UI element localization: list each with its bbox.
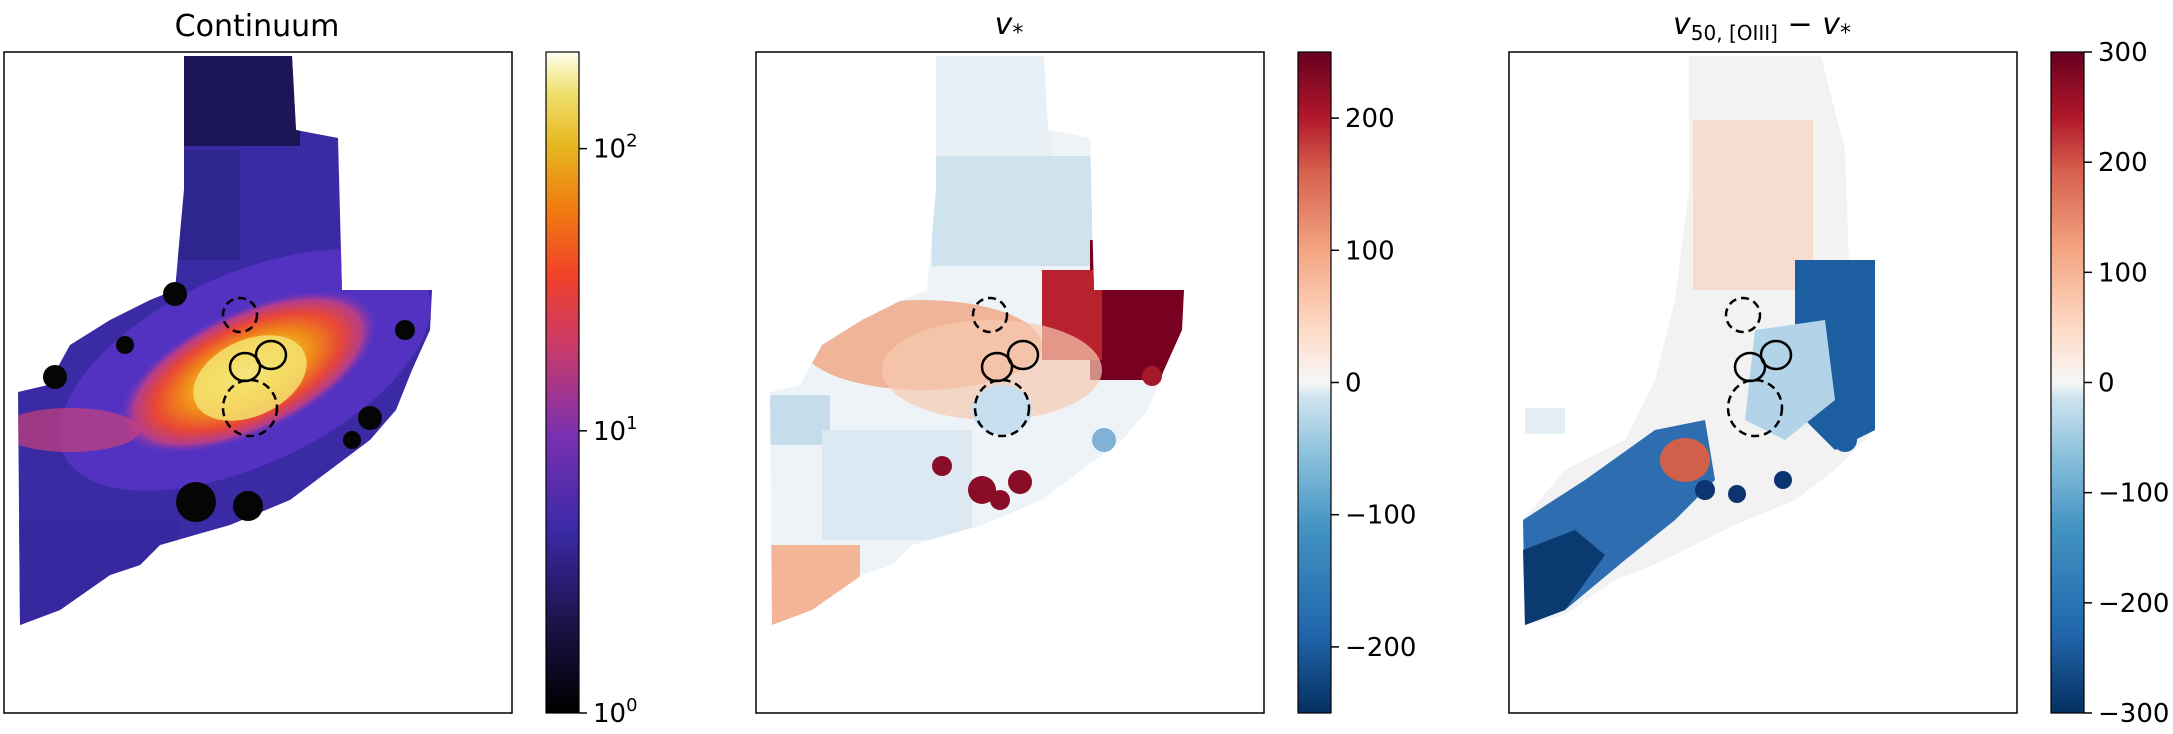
axes-frame-continuum (3, 51, 513, 714)
marker-dashed-large (221, 378, 279, 438)
colorbar-tick-label: 0 (2098, 369, 2115, 399)
marker-dashed-small (1724, 296, 1762, 334)
marker-solid (1759, 339, 1793, 371)
colorbar-tick-label: 100 (593, 695, 638, 729)
colorbar-tick-label: 200 (1345, 104, 1395, 134)
panel-title-continuum: Continuum (175, 9, 340, 44)
marker-dashed-large (1726, 378, 1784, 438)
panel-continuum: Continuum (3, 9, 638, 729)
vstar-markers (971, 296, 1040, 438)
colorbar-tick-label: 101 (593, 413, 638, 447)
v50-map (1523, 56, 1875, 625)
colorbar-tick-label: 100 (2098, 258, 2148, 288)
colorbar-ticks-continuum: 100 101 102 (579, 131, 638, 729)
colorbar-ticks-vstar: 200 100 0 −100 −200 (1331, 104, 1416, 663)
axes-frame-vstar (755, 51, 1265, 714)
colorbar-tick-label: 200 (2098, 148, 2148, 178)
panel-title-v50-minus-vstar: v50, [OIII] − v* (1673, 7, 1851, 46)
colorbar-tick-label: 100 (1345, 236, 1395, 266)
continuum-markers (221, 296, 288, 438)
colorbar-tick-label: −100 (2098, 479, 2169, 509)
colorbar-ticks-v50: 300 200 100 0 −100 −200 −300 (2084, 38, 2169, 729)
colorbar-tick-label: −100 (1345, 501, 1416, 531)
vstar-map (770, 56, 1184, 625)
colorbar-tick-label: −200 (2098, 589, 2169, 619)
marker-dashed-small (971, 296, 1009, 334)
colorbar-tick-label: −200 (1345, 633, 1416, 663)
colorbar-tick-label: 300 (2098, 38, 2148, 68)
panel-vstar: v* (755, 7, 1416, 714)
marker-solid (254, 339, 288, 371)
axes-frame-v50 (1508, 51, 2018, 714)
v50-markers (1724, 296, 1793, 438)
colorbar-vstar: 200 100 0 −100 −200 (1297, 51, 1416, 714)
panel-title-vstar: v* (995, 7, 1024, 46)
colorbar-v50: 300 200 100 0 −100 −200 −300 (2050, 38, 2169, 729)
marker-solid (1006, 339, 1040, 371)
colorbar-continuum: 100 101 102 (545, 51, 638, 729)
colorbar-tick-label: 0 (1345, 369, 1362, 399)
colorbar-tick-label: 102 (593, 131, 638, 165)
marker-dashed-small (221, 296, 259, 334)
continuum-map (18, 56, 432, 625)
colorbar-tick-label: −300 (2098, 699, 2169, 729)
marker-dashed-large (973, 378, 1031, 438)
